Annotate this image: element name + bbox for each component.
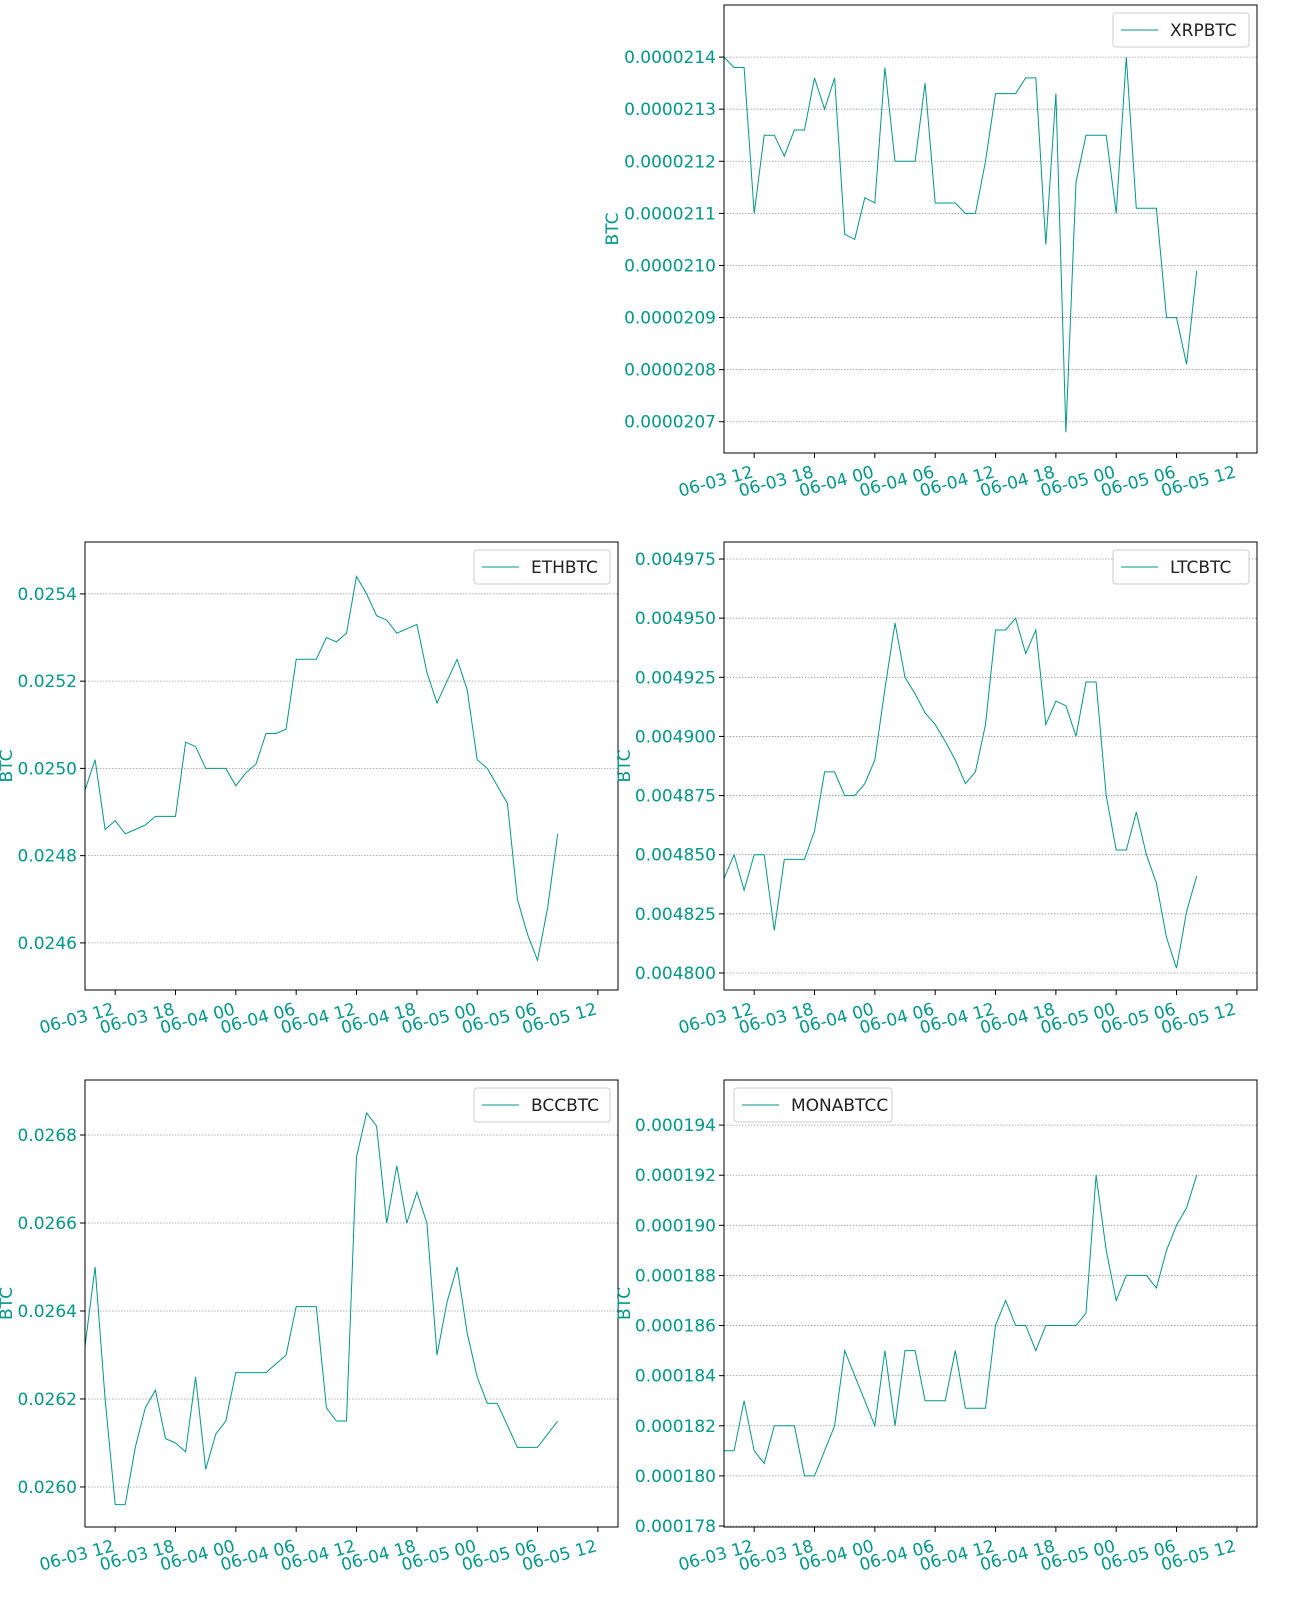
y-tick-label: 0.0246	[18, 934, 77, 954]
y-tick-label: 0.000194	[635, 1116, 716, 1136]
legend-label: XRPBTC	[1170, 21, 1237, 41]
legend-box	[1112, 12, 1250, 48]
y-axis-label: BTC	[0, 1287, 17, 1320]
y-tick-label: 0.004850	[635, 846, 716, 866]
plot-frame	[723, 541, 1258, 991]
y-tick-label: 0.0254	[18, 585, 77, 605]
legend-box	[473, 1087, 611, 1123]
series-line	[723, 617, 1198, 969]
y-tick-label: 0.0000211	[624, 204, 716, 224]
legend-box	[733, 1087, 893, 1123]
y-tick-label: 0.000190	[635, 1216, 716, 1236]
y-tick-label: 0.0000214	[624, 48, 716, 68]
y-tick-label: 0.004925	[635, 668, 716, 688]
y-tick-label: 0.0262	[18, 1390, 77, 1410]
panel: 0.0000207 0.0000208 0.0000209 0.0000210 0.00…	[603, 4, 1258, 502]
y-tick-label: 0.004900	[635, 727, 716, 747]
y-tick-label: 0.0000209	[624, 309, 716, 329]
legend-box	[1112, 549, 1250, 585]
y-tick-label: 0.0248	[18, 847, 77, 867]
series-line	[84, 1111, 559, 1506]
y-tick-label: 0.004825	[635, 905, 716, 925]
y-tick-label: 0.000178	[635, 1517, 716, 1537]
legend-label: ETHBTC	[531, 558, 598, 578]
plot-frame	[723, 1079, 1258, 1528]
y-tick-label: 0.004975	[635, 550, 716, 570]
y-tick-label: 0.000188	[635, 1266, 716, 1286]
y-tick-label: 0.000182	[635, 1417, 716, 1437]
y-tick-label: 0.0000212	[624, 152, 716, 172]
y-tick-label: 0.0266	[18, 1214, 77, 1234]
y-tick-label: 0.004875	[635, 787, 716, 807]
y-tick-label: 0.000180	[635, 1467, 716, 1487]
y-tick-label: 0.0000210	[624, 256, 716, 276]
series-line	[724, 1175, 1198, 1477]
y-axis-label: BTC	[615, 1287, 635, 1320]
y-tick-label: 0.0252	[18, 672, 77, 692]
y-tick-label: 0.0000213	[624, 100, 716, 120]
y-axis-label: BTC	[0, 750, 17, 783]
legend-box	[473, 549, 611, 585]
plot-frame	[84, 1079, 619, 1528]
y-tick-label: 0.0260	[18, 1478, 77, 1498]
y-tick-label: 0.0268	[18, 1126, 77, 1146]
y-tick-label: 0.004950	[635, 609, 716, 629]
y-tick-label: 0.000184	[635, 1367, 716, 1387]
y-tick-label: 0.000186	[635, 1317, 716, 1337]
plot-frame	[84, 541, 619, 991]
y-tick-label: 0.0000207	[624, 413, 716, 433]
y-axis-label: BTC	[615, 750, 635, 783]
series-line	[723, 56, 1198, 433]
y-tick-label: 0.0250	[18, 759, 77, 779]
legend-label: BCCBTC	[531, 1096, 599, 1116]
legend-label: MONABTCC	[791, 1096, 888, 1116]
y-tick-label: 0.004800	[635, 964, 716, 984]
panel: 0.004800 0.004825 0.004850 0.004875 0.004900…	[615, 541, 1258, 1039]
y-tick-label: 0.000192	[635, 1166, 716, 1186]
y-tick-label: 0.0000208	[624, 361, 716, 381]
plot-frame	[723, 4, 1258, 454]
y-tick-label: 0.0264	[18, 1302, 77, 1322]
y-axis-label: BTC	[603, 213, 623, 246]
panel: 0.000178 0.000180 0.000182 0.000184 0.000186…	[615, 1079, 1258, 1576]
legend-label: LTCBTC	[1170, 558, 1231, 578]
series-line	[84, 575, 559, 963]
